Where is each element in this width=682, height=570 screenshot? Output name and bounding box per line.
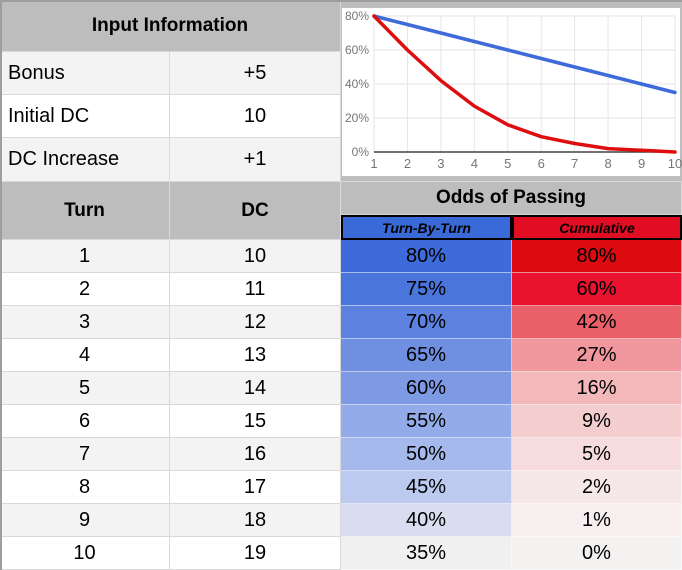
cumulative-column-header[interactable]: Cumulative: [512, 215, 682, 240]
dc-cell[interactable]: 19: [170, 537, 341, 570]
svg-text:60%: 60%: [345, 43, 369, 57]
bonus-value-cell[interactable]: +5: [170, 52, 341, 95]
input-information-header[interactable]: Input Information: [0, 0, 341, 52]
turn-by-turn-cell[interactable]: 45%: [341, 471, 512, 504]
turn-cell[interactable]: 9: [0, 504, 170, 537]
turn-by-turn-cell[interactable]: 65%: [341, 339, 512, 372]
cumulative-cell[interactable]: 9%: [512, 405, 682, 438]
dc-cell[interactable]: 17: [170, 471, 341, 504]
cumulative-cell[interactable]: 0%: [512, 537, 682, 570]
turn-cell[interactable]: 7: [0, 438, 170, 471]
svg-text:9: 9: [638, 156, 645, 171]
svg-text:20%: 20%: [345, 111, 369, 125]
dc-cell[interactable]: 14: [170, 372, 341, 405]
svg-text:7: 7: [571, 156, 578, 171]
turn-by-turn-cell[interactable]: 75%: [341, 273, 512, 306]
dc-cell[interactable]: 13: [170, 339, 341, 372]
bonus-label-cell[interactable]: Bonus: [0, 52, 170, 95]
svg-text:6: 6: [538, 156, 545, 171]
dc-increase-value-cell[interactable]: +1: [170, 138, 341, 182]
turn-by-turn-cell[interactable]: 60%: [341, 372, 512, 405]
turn-by-turn-cell[interactable]: 55%: [341, 405, 512, 438]
cumulative-cell[interactable]: 60%: [512, 273, 682, 306]
turn-by-turn-cell[interactable]: 40%: [341, 504, 512, 537]
turn-cell[interactable]: 10: [0, 537, 170, 570]
odds-chart-svg: 1 2 3 4 5 6 7 8 9 10 0% 20% 40% 60% 80%: [345, 9, 682, 171]
svg-text:1: 1: [370, 156, 377, 171]
dc-cell[interactable]: 15: [170, 405, 341, 438]
odds-of-passing-header[interactable]: Odds of Passing: [341, 182, 682, 215]
turn-cell[interactable]: 2: [0, 273, 170, 306]
odds-chart-plot-area: 1 2 3 4 5 6 7 8 9 10 0% 20% 40% 60% 80%: [342, 8, 682, 176]
svg-text:0%: 0%: [352, 145, 370, 159]
dc-cell[interactable]: 12: [170, 306, 341, 339]
turn-by-turn-cell[interactable]: 70%: [341, 306, 512, 339]
svg-text:4: 4: [471, 156, 478, 171]
turn-cell[interactable]: 8: [0, 471, 170, 504]
turn-cell[interactable]: 6: [0, 405, 170, 438]
svg-text:80%: 80%: [345, 9, 369, 23]
turn-cell[interactable]: 5: [0, 372, 170, 405]
svg-text:2: 2: [404, 156, 411, 171]
turn-by-turn-column-header[interactable]: Turn-By-Turn: [341, 215, 512, 240]
turn-by-turn-cell[interactable]: 50%: [341, 438, 512, 471]
dc-cell[interactable]: 10: [170, 240, 341, 273]
initial-dc-label-cell[interactable]: Initial DC: [0, 95, 170, 138]
cumulative-cell[interactable]: 27%: [512, 339, 682, 372]
dc-increase-label-cell[interactable]: DC Increase: [0, 138, 170, 182]
dc-cell[interactable]: 18: [170, 504, 341, 537]
svg-text:40%: 40%: [345, 77, 369, 91]
cumulative-cell[interactable]: 2%: [512, 471, 682, 504]
turn-cell[interactable]: 1: [0, 240, 170, 273]
turn-cell[interactable]: 3: [0, 306, 170, 339]
cumulative-cell[interactable]: 42%: [512, 306, 682, 339]
turn-by-turn-cell[interactable]: 35%: [341, 537, 512, 570]
cumulative-cell[interactable]: 80%: [512, 240, 682, 273]
dc-column-header[interactable]: DC: [170, 182, 341, 240]
turn-by-turn-cell[interactable]: 80%: [341, 240, 512, 273]
cumulative-cell[interactable]: 1%: [512, 504, 682, 537]
svg-text:3: 3: [437, 156, 444, 171]
turn-cell[interactable]: 4: [0, 339, 170, 372]
dc-cell[interactable]: 11: [170, 273, 341, 306]
odds-chart[interactable]: 1 2 3 4 5 6 7 8 9 10 0% 20% 40% 60% 80%: [341, 0, 682, 182]
turn-column-header[interactable]: Turn: [0, 182, 170, 240]
svg-text:10: 10: [668, 156, 682, 171]
svg-text:8: 8: [604, 156, 611, 171]
initial-dc-value-cell[interactable]: 10: [170, 95, 341, 138]
dc-cell[interactable]: 16: [170, 438, 341, 471]
cumulative-cell[interactable]: 5%: [512, 438, 682, 471]
svg-text:5: 5: [504, 156, 511, 171]
cumulative-cell[interactable]: 16%: [512, 372, 682, 405]
